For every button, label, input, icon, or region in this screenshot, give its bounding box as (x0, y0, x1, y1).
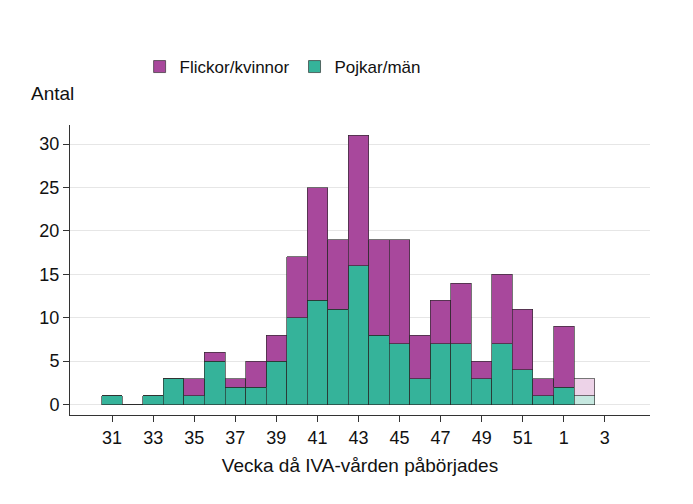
svg-text:3: 3 (600, 428, 610, 448)
svg-text:10: 10 (39, 308, 59, 328)
svg-text:Pojkar/män: Pojkar/män (335, 58, 421, 77)
svg-text:41: 41 (307, 428, 327, 448)
svg-text:1: 1 (559, 428, 569, 448)
svg-text:43: 43 (348, 428, 368, 448)
svg-text:39: 39 (266, 428, 286, 448)
svg-text:51: 51 (513, 428, 533, 448)
svg-text:35: 35 (184, 428, 204, 448)
svg-text:Antal: Antal (31, 83, 74, 104)
svg-text:37: 37 (225, 428, 245, 448)
svg-text:33: 33 (143, 428, 163, 448)
svg-text:Vecka då IVA-vården påbörjades: Vecka då IVA-vården påbörjades (222, 455, 498, 476)
svg-text:47: 47 (431, 428, 451, 448)
svg-text:5: 5 (49, 351, 59, 371)
svg-text:45: 45 (390, 428, 410, 448)
svg-text:49: 49 (472, 428, 492, 448)
svg-text:Flickor/kvinnor: Flickor/kvinnor (180, 58, 290, 77)
svg-text:31: 31 (102, 428, 122, 448)
svg-text:25: 25 (39, 178, 59, 198)
svg-text:0: 0 (49, 395, 59, 415)
svg-text:15: 15 (39, 265, 59, 285)
svg-text:20: 20 (39, 221, 59, 241)
svg-text:30: 30 (39, 134, 59, 154)
